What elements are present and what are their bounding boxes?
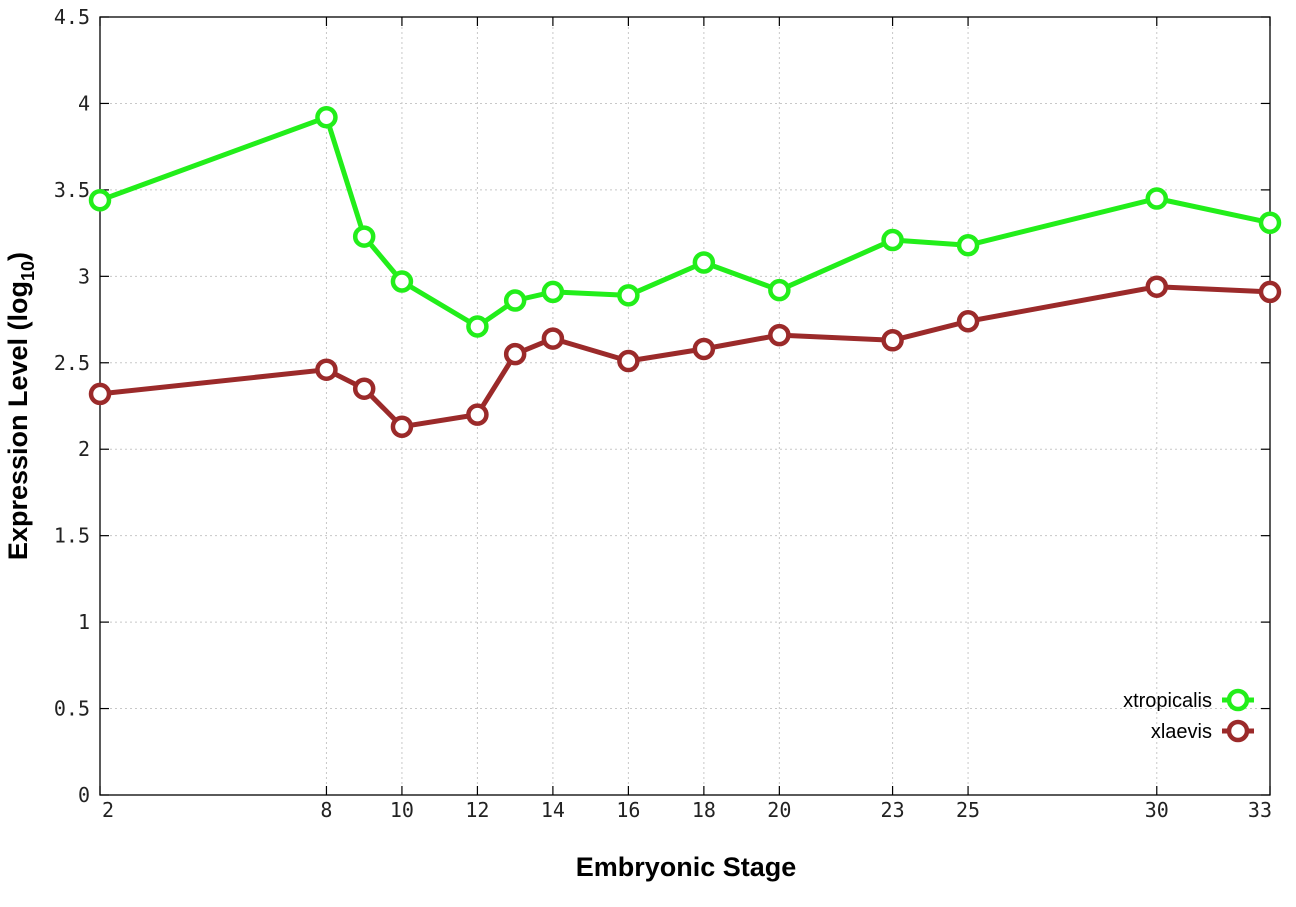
data-point (315, 106, 338, 129)
y-tick-label: 0.5 (54, 697, 90, 721)
legend-marker (1226, 688, 1250, 712)
x-tick-label: 20 (767, 798, 791, 822)
data-point (1258, 211, 1282, 234)
x-tick-label: 25 (956, 798, 980, 822)
data-point (390, 270, 414, 293)
y-tick-label: 4.5 (54, 5, 90, 29)
legend-item-xlaevis: xlaevis (1151, 719, 1254, 743)
x-axis-title: Embryonic Stage (576, 852, 797, 882)
x-tick-label: 10 (390, 798, 414, 822)
x-tick-label: 16 (616, 798, 640, 822)
x-tick-label: 23 (881, 798, 905, 822)
axis-ticks (99, 16, 1271, 796)
data-point (466, 403, 489, 426)
data-point (503, 342, 527, 366)
data-point (1145, 187, 1169, 210)
x-tick-label: 30 (1145, 798, 1169, 822)
x-tick-label: 14 (541, 798, 565, 822)
data-point (315, 358, 338, 381)
y-tick-label: 1 (78, 610, 90, 634)
data-point (768, 278, 791, 302)
y-tick-label: 2 (78, 437, 90, 461)
series-xtropicalis (88, 106, 1282, 338)
x-tick-label: 8 (320, 798, 332, 822)
y-tick-label: 0 (78, 783, 90, 807)
series-line (99, 114, 1271, 329)
y-axis-title-main: Expression Level (log (3, 281, 33, 560)
data-point (352, 377, 376, 400)
data-point (617, 284, 640, 307)
y-axis-title: Expression Level (log10) (3, 252, 38, 560)
data-point (692, 337, 716, 361)
data-series (88, 106, 1282, 438)
grid-lines (100, 17, 1270, 795)
legend-marker (1226, 719, 1250, 743)
data-point (692, 251, 716, 274)
data-point (881, 329, 904, 352)
legend: xtropicalis xlaevis (1123, 688, 1254, 743)
x-tick-label: 33 (1248, 798, 1272, 822)
data-point (956, 310, 980, 333)
data-point (1258, 280, 1282, 304)
y-tick-label: 1.5 (54, 524, 90, 548)
data-point (88, 382, 112, 406)
data-point (1145, 275, 1169, 298)
y-tick-label: 3 (78, 264, 90, 288)
data-point (352, 225, 376, 248)
x-axis-tick-labels: 2 8 10 12 14 16 18 20 23 25 30 33 (102, 798, 1272, 822)
data-point (768, 323, 791, 347)
data-point (541, 280, 565, 304)
data-point (541, 327, 565, 350)
data-point (617, 349, 640, 373)
x-tick-label: 12 (465, 798, 489, 822)
y-tick-label: 4 (78, 91, 90, 115)
y-tick-label: 2.5 (54, 351, 90, 375)
y-axis-title-close: ) (3, 252, 33, 261)
series-line (99, 284, 1271, 430)
data-point (503, 289, 527, 312)
x-tick-label: 2 (102, 798, 114, 822)
series-xlaevis (88, 275, 1282, 438)
data-point (881, 228, 904, 252)
y-axis-title-subscript: 10 (18, 261, 38, 281)
data-point (466, 315, 489, 338)
plot-frame (99, 16, 1271, 796)
y-tick-label: 3.5 (54, 178, 90, 202)
data-point (390, 415, 414, 438)
legend-label: xlaevis (1151, 721, 1212, 743)
legend-item-xtropicalis: xtropicalis (1123, 688, 1254, 712)
data-point (956, 233, 980, 257)
x-tick-label: 18 (692, 798, 716, 822)
legend-label: xtropicalis (1123, 690, 1212, 712)
y-axis-tick-labels: 0 0.5 1 1.5 2 2.5 3 3.5 4 4.5 (54, 5, 90, 807)
data-point (88, 189, 112, 212)
